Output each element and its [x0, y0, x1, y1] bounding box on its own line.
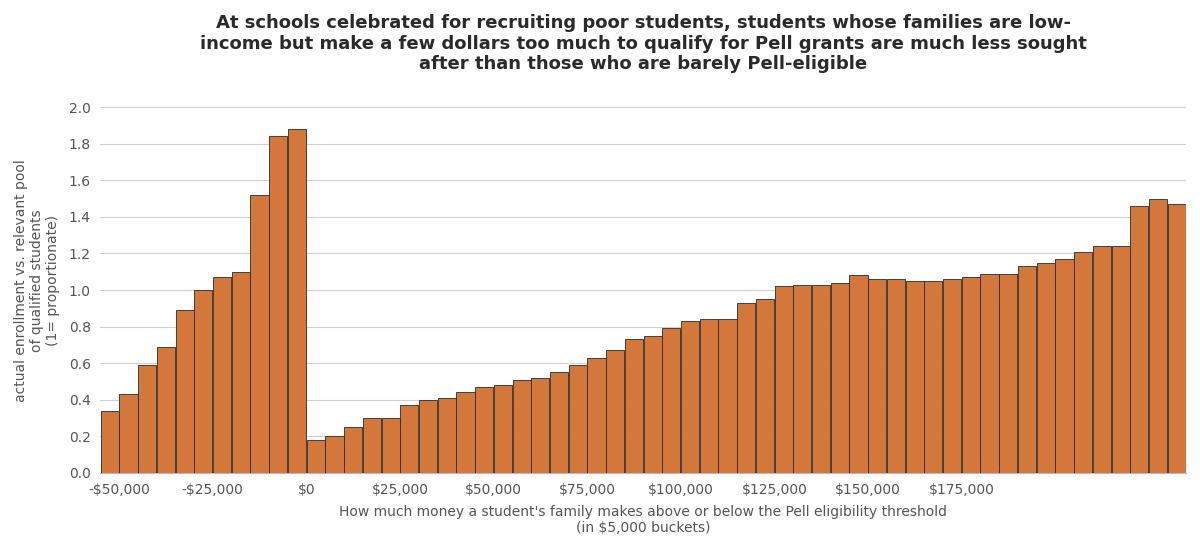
Bar [1130, 206, 1148, 473]
Bar [175, 310, 193, 473]
X-axis label: How much money a student's family makes above or below the Pell eligibility thre: How much money a student's family makes … [340, 505, 947, 535]
Bar [307, 440, 325, 473]
Bar [588, 358, 606, 473]
Bar [1018, 266, 1036, 473]
Bar [1074, 251, 1092, 473]
Bar [419, 400, 437, 473]
Bar [401, 405, 419, 473]
Bar [344, 427, 362, 473]
Bar [194, 290, 212, 473]
Bar [456, 393, 474, 473]
Bar [1168, 204, 1186, 473]
Bar [1148, 199, 1168, 473]
Bar [438, 398, 456, 473]
Bar [980, 273, 998, 473]
Bar [475, 387, 493, 473]
Bar [232, 272, 250, 473]
Bar [756, 299, 774, 473]
Bar [120, 394, 138, 473]
Bar [269, 137, 287, 473]
Bar [943, 279, 961, 473]
Bar [682, 321, 700, 473]
Bar [774, 287, 793, 473]
Bar [812, 284, 830, 473]
Bar [643, 336, 661, 473]
Bar [719, 320, 737, 473]
Bar [700, 320, 718, 473]
Bar [830, 283, 848, 473]
Bar [494, 385, 512, 473]
Bar [382, 418, 400, 473]
Bar [868, 279, 887, 473]
Bar [569, 365, 587, 473]
Bar [1093, 246, 1111, 473]
Bar [157, 347, 175, 473]
Bar [737, 303, 755, 473]
Bar [662, 328, 680, 473]
Bar [924, 281, 942, 473]
Bar [532, 378, 550, 473]
Bar [251, 195, 269, 473]
Bar [606, 350, 624, 473]
Bar [101, 411, 119, 473]
Bar [288, 129, 306, 473]
Bar [625, 339, 643, 473]
Bar [138, 365, 156, 473]
Bar [1111, 246, 1129, 473]
Bar [887, 279, 905, 473]
Bar [325, 436, 343, 473]
Bar [512, 379, 530, 473]
Y-axis label: actual enrollment vs. relevant pool
of qualified students
(1= proportionate): actual enrollment vs. relevant pool of q… [14, 160, 60, 402]
Bar [1037, 262, 1055, 473]
Bar [214, 277, 232, 473]
Bar [793, 284, 811, 473]
Bar [1000, 273, 1018, 473]
Bar [906, 281, 924, 473]
Bar [961, 277, 980, 473]
Title: At schools celebrated for recruiting poor students, students whose families are : At schools celebrated for recruiting poo… [200, 14, 1087, 74]
Bar [1055, 259, 1074, 473]
Bar [550, 372, 568, 473]
Bar [362, 418, 380, 473]
Bar [850, 276, 868, 473]
